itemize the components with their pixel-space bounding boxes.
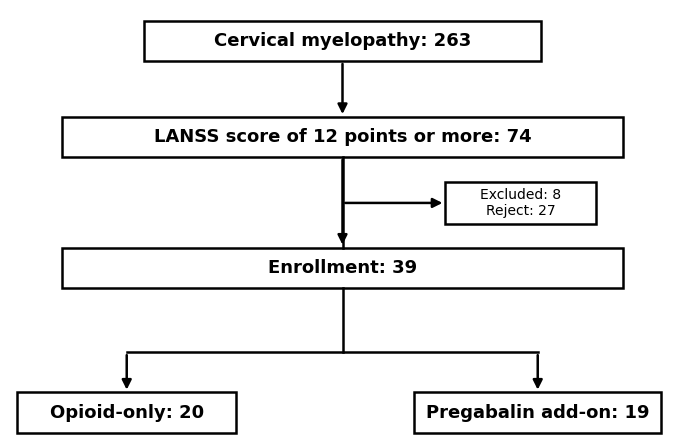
FancyBboxPatch shape xyxy=(144,21,541,61)
Text: Enrollment: 39: Enrollment: 39 xyxy=(268,259,417,277)
FancyBboxPatch shape xyxy=(62,248,623,288)
Text: Pregabalin add-on: 19: Pregabalin add-on: 19 xyxy=(426,404,649,421)
FancyBboxPatch shape xyxy=(62,117,623,157)
FancyBboxPatch shape xyxy=(445,182,596,224)
Text: Cervical myelopathy: 263: Cervical myelopathy: 263 xyxy=(214,32,471,50)
Text: Opioid-only: 20: Opioid-only: 20 xyxy=(49,404,204,421)
FancyBboxPatch shape xyxy=(414,392,661,433)
FancyBboxPatch shape xyxy=(17,392,236,433)
Text: LANSS score of 12 points or more: 74: LANSS score of 12 points or more: 74 xyxy=(153,128,532,146)
Text: Excluded: 8
Reject: 27: Excluded: 8 Reject: 27 xyxy=(480,188,561,218)
